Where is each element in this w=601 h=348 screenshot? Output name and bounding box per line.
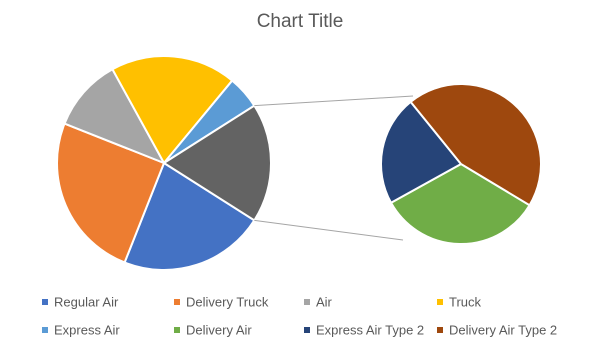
pie-slice [380,100,463,205]
legend-swatch [42,299,48,305]
pie-slice [63,67,167,165]
legend-swatch [304,299,310,305]
legend-swatch [42,327,48,333]
legend-swatch [174,327,180,333]
pie-slice [111,55,234,165]
legend-label: Delivery Air [186,322,252,337]
legend-label: Delivery Air Type 2 [449,322,557,337]
legend-swatch [437,299,443,305]
connector-line [254,95,414,107]
legend-label: Delivery Truck [186,294,269,309]
connector-line [254,219,404,241]
legend-swatch [304,327,310,333]
legend-label: Express Air [54,322,120,337]
pie-slice [409,83,542,207]
pie-slice-other [162,104,272,222]
legend-label: Regular Air [54,294,119,309]
pie-slice [56,122,166,264]
legend-swatch [437,327,443,333]
legend-label: Express Air Type 2 [316,322,424,337]
pie-slice [123,161,256,271]
legend-label: Truck [449,294,482,309]
chart-title: Chart Title [257,11,344,32]
legend-swatch [174,299,180,305]
legend-label: Air [316,294,333,309]
